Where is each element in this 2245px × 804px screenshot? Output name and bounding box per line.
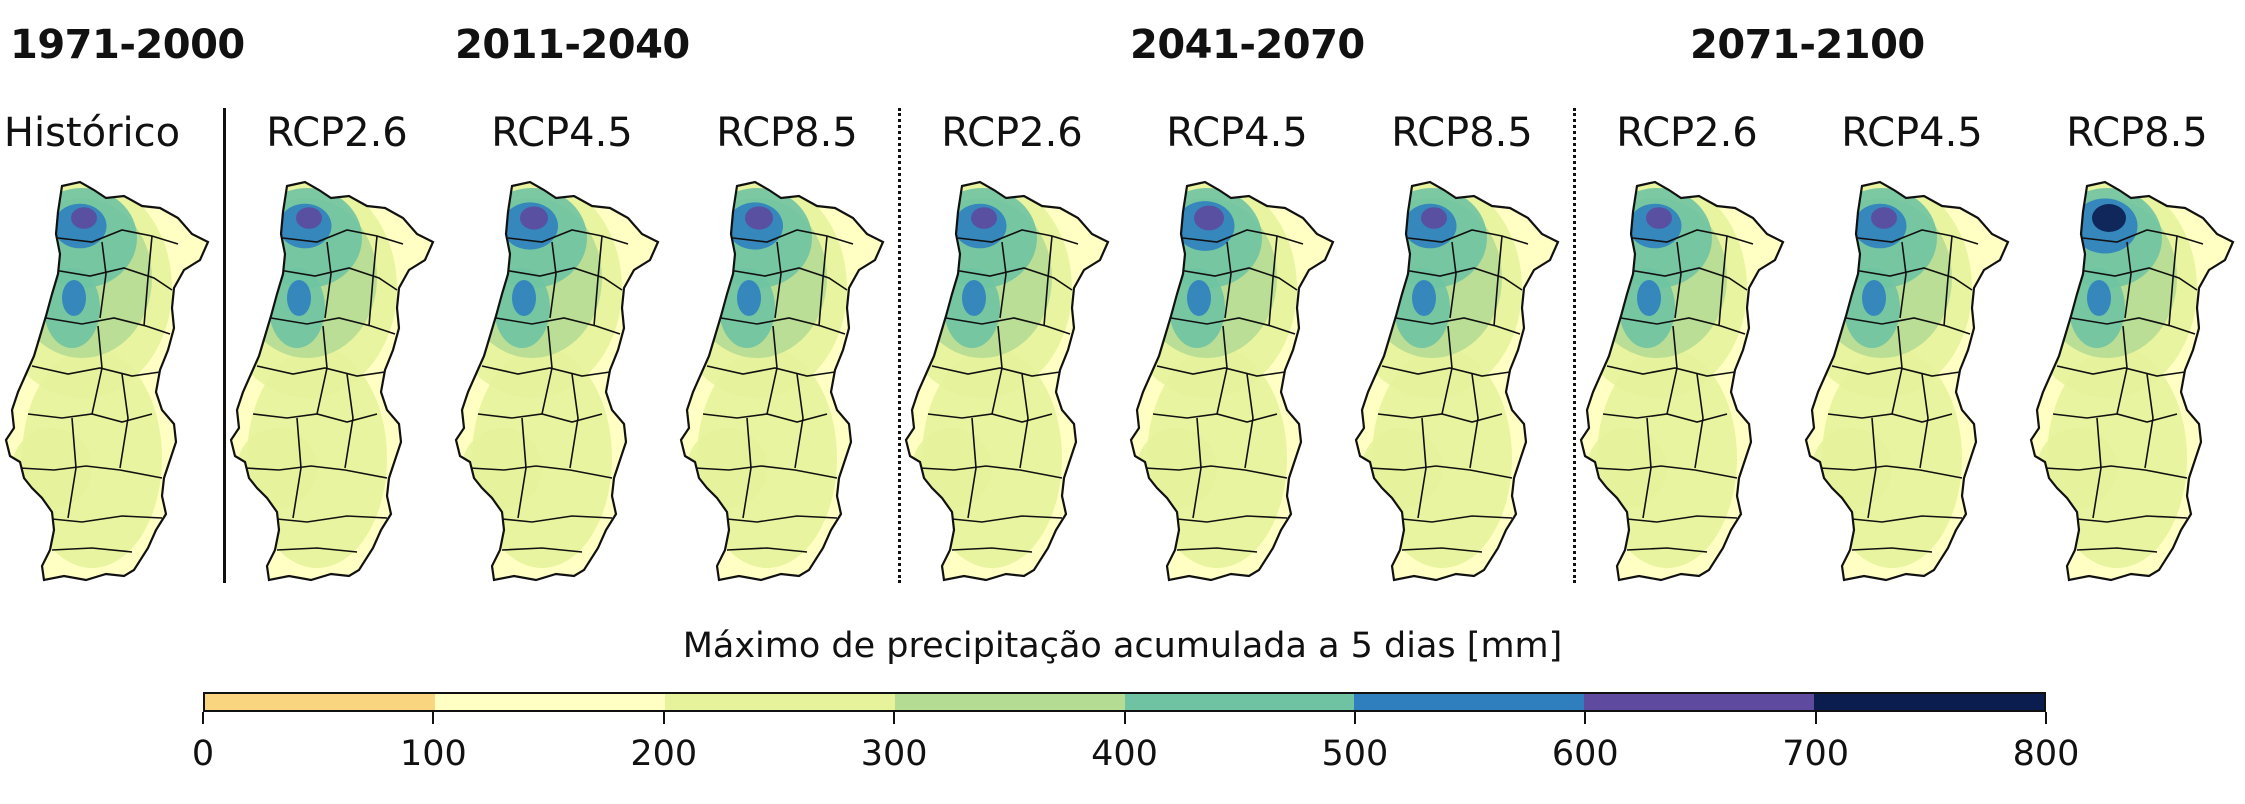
panel-label-rcp45-2071: RCP4.5	[1841, 110, 1983, 156]
colorbar-tick-label: 200	[630, 734, 698, 774]
colorbar-segment	[1354, 694, 1585, 710]
panel-label-rcp85-2071: RCP8.5	[2066, 110, 2208, 156]
colorbar-tick-label: 100	[399, 734, 467, 774]
colorbar-segment	[205, 694, 435, 710]
period-title-2041-2070: 2041-2070	[1130, 22, 1365, 68]
portugal-map	[2029, 180, 2235, 582]
period-title-1971-2000: 1971-2000	[10, 22, 245, 68]
colorbar-segment	[434, 694, 665, 710]
portugal-map	[454, 180, 660, 582]
colorbar-tick	[432, 712, 435, 724]
colorbar-segment	[894, 694, 1125, 710]
colorbar-tick	[1123, 712, 1126, 724]
panel-label-rcp26-2041: RCP2.6	[941, 110, 1083, 156]
colorbar-tick	[1584, 712, 1587, 724]
panel-label-rcp45-2011: RCP4.5	[491, 110, 633, 156]
period-title-2071-2100: 2071-2100	[1690, 22, 1925, 68]
colorbar-tick	[1353, 712, 1356, 724]
divider-2041-2071	[1573, 108, 1576, 583]
portugal-map	[1579, 180, 1785, 582]
panel-label-rcp45-2041: RCP4.5	[1166, 110, 1308, 156]
colorbar	[203, 692, 2046, 712]
panel-label-rcp85-2011: RCP8.5	[716, 110, 858, 156]
colorbar-tick	[662, 712, 665, 724]
panel-label-rcp26-2011: RCP2.6	[266, 110, 408, 156]
colorbar-segment	[1814, 694, 2044, 710]
colorbar-tick-label: 0	[191, 734, 215, 774]
portugal-map	[229, 180, 435, 582]
colorbar-title: Máximo de precipitação acumulada a 5 dia…	[682, 626, 1563, 666]
colorbar-tick	[202, 712, 204, 724]
period-title-2011-2040: 2011-2040	[455, 22, 690, 68]
portugal-map	[1804, 180, 2010, 582]
colorbar-tick-label: 500	[1321, 734, 1389, 774]
colorbar-tick	[2045, 712, 2047, 724]
colorbar-segment	[1124, 694, 1355, 710]
colorbar-tick-label: 300	[860, 734, 928, 774]
colorbar-tick-label: 700	[1782, 734, 1850, 774]
colorbar-tick	[893, 712, 896, 724]
colorbar-tick	[1814, 712, 1817, 724]
portugal-map	[4, 180, 210, 582]
colorbar-tick-label: 400	[1091, 734, 1158, 774]
colorbar-tick-label: 600	[1551, 734, 1619, 774]
portugal-map	[904, 180, 1110, 582]
colorbar-tick-label: 800	[2012, 734, 2080, 774]
panel-label-historico: Histórico	[3, 110, 181, 156]
divider-historical	[223, 108, 226, 583]
colorbar-segment	[664, 694, 895, 710]
portugal-map	[1129, 180, 1335, 582]
portugal-map	[1354, 180, 1560, 582]
panel-label-rcp26-2071: RCP2.6	[1616, 110, 1758, 156]
panel-label-rcp85-2041: RCP8.5	[1391, 110, 1533, 156]
colorbar-segment	[1584, 694, 1815, 710]
divider-2011-2041	[898, 108, 901, 583]
portugal-map	[679, 180, 885, 582]
